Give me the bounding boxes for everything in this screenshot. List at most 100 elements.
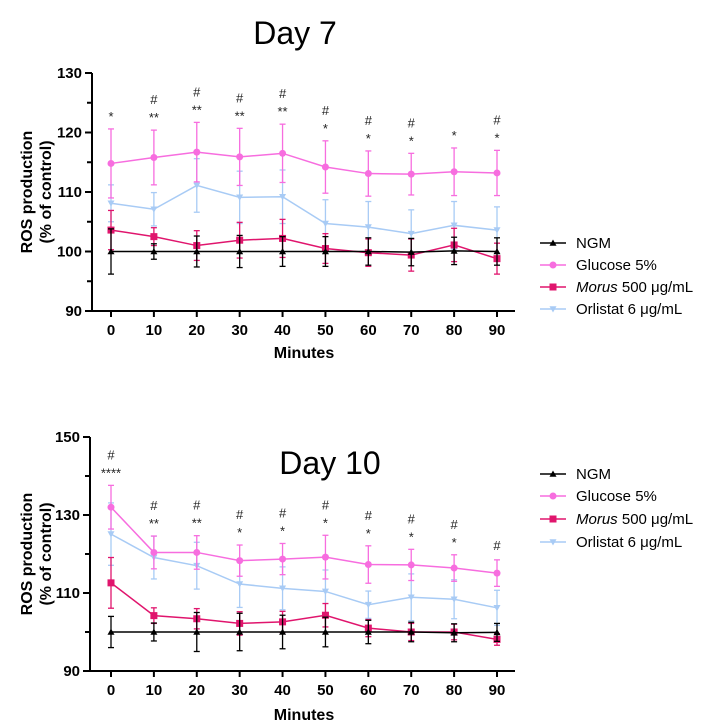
significance-hash: # bbox=[193, 498, 201, 513]
data-point-triangle-down bbox=[364, 601, 372, 609]
significance-stars: * bbox=[108, 109, 113, 124]
data-point-circle bbox=[107, 503, 115, 511]
y-tick-label: 100 bbox=[57, 244, 82, 261]
legend-marker-square bbox=[549, 283, 557, 291]
data-point-circle bbox=[193, 148, 201, 156]
series-line bbox=[110, 229, 498, 260]
significance-hash: # bbox=[365, 508, 373, 523]
x-axis-label: Minutes bbox=[274, 345, 335, 362]
y-tick-label: 130 bbox=[55, 507, 80, 524]
data-point-circle bbox=[493, 169, 501, 177]
y-tick-label: 90 bbox=[65, 303, 82, 320]
legend-item: Morus 500 μg/mL bbox=[540, 511, 693, 528]
data-point-triangle-down bbox=[493, 227, 501, 234]
data-point-circle bbox=[193, 548, 201, 556]
significance-stars: * bbox=[366, 526, 371, 541]
y-axis-label-line: (% of control) bbox=[38, 140, 55, 243]
data-point-triangle bbox=[107, 628, 115, 635]
data-point-triangle-down bbox=[279, 193, 287, 201]
data-point-triangle-down bbox=[364, 224, 372, 231]
data-point-triangle bbox=[407, 248, 415, 255]
series-ngm bbox=[107, 611, 501, 653]
data-point-triangle-down bbox=[236, 581, 244, 588]
data-point-triangle-down bbox=[236, 194, 244, 201]
legend-label-italic: Morus bbox=[576, 279, 618, 296]
significance-hash: # bbox=[450, 517, 458, 532]
legend-label-text: NGM bbox=[576, 466, 611, 483]
data-point-triangle bbox=[193, 628, 201, 635]
x-tick-label: 50 bbox=[317, 682, 334, 699]
data-point-square bbox=[150, 233, 158, 241]
legend-item: Morus 500 μg/mL bbox=[540, 279, 693, 296]
series-glucose bbox=[107, 121, 501, 199]
legend-label: Orlistat 6 μg/mL bbox=[576, 534, 682, 551]
legend-item: Glucose 5% bbox=[540, 257, 657, 274]
significance-hash: # bbox=[236, 507, 244, 522]
significance-hash: # bbox=[279, 86, 287, 101]
series-line bbox=[111, 250, 498, 253]
data-point-circle bbox=[107, 159, 115, 167]
y-tick-label: 120 bbox=[57, 125, 82, 142]
data-point-triangle bbox=[107, 248, 115, 255]
x-tick-label: 10 bbox=[146, 682, 163, 699]
significance-stars: * bbox=[323, 121, 328, 136]
data-point-circle bbox=[450, 168, 458, 176]
legend-marker-circle bbox=[549, 261, 557, 269]
data-point-circle bbox=[279, 555, 287, 563]
chart-title: Day 7 bbox=[253, 15, 337, 51]
x-tick-label: 90 bbox=[489, 322, 506, 339]
data-point-triangle bbox=[321, 628, 329, 635]
significance-stars: **** bbox=[101, 465, 121, 480]
x-tick-label: 80 bbox=[446, 682, 463, 699]
data-point-square bbox=[321, 611, 329, 619]
significance-stars: ** bbox=[149, 110, 159, 125]
y-tick-label: 130 bbox=[57, 65, 82, 82]
legend-item: NGM bbox=[540, 235, 611, 252]
y-axis-label: ROS production (% of control) bbox=[19, 493, 55, 616]
significance-stars: * bbox=[452, 535, 457, 550]
x-tick-label: 50 bbox=[317, 322, 334, 339]
legend-label: NGM bbox=[576, 235, 611, 252]
legend-label-text: Orlistat 6 μg/mL bbox=[576, 301, 682, 318]
series-glucose bbox=[107, 484, 501, 588]
data-point-circle bbox=[407, 561, 415, 569]
data-point-circle bbox=[236, 153, 244, 161]
data-point-triangle bbox=[364, 248, 372, 255]
y-axis-label-line: (% of control) bbox=[38, 502, 55, 605]
data-point-triangle bbox=[236, 628, 244, 635]
data-point-triangle-down bbox=[407, 230, 415, 238]
legend-marker-triangle bbox=[549, 239, 557, 246]
data-point-triangle-down bbox=[107, 531, 115, 538]
significance-hash: # bbox=[408, 511, 416, 526]
significance-hash: # bbox=[493, 112, 501, 127]
data-point-triangle-down bbox=[107, 200, 115, 207]
data-point-triangle bbox=[150, 628, 158, 635]
significance-stars: ** bbox=[235, 108, 245, 123]
data-point-triangle bbox=[364, 628, 372, 635]
data-point-triangle-down bbox=[321, 588, 329, 595]
legend-marker-triangle-down bbox=[549, 306, 557, 313]
data-point-triangle-down bbox=[150, 206, 158, 213]
x-tick-label: 60 bbox=[360, 682, 377, 699]
x-tick-label: 70 bbox=[403, 682, 420, 699]
legend-label-text: Orlistat 6 μg/mL bbox=[576, 534, 682, 551]
data-point-triangle-down bbox=[450, 222, 458, 229]
significance-stars: ** bbox=[192, 102, 202, 117]
significance-hash: # bbox=[322, 497, 330, 512]
data-point-circle bbox=[150, 548, 158, 556]
data-point-square bbox=[150, 612, 158, 620]
legend-label: Morus 500 μg/mL bbox=[576, 279, 693, 296]
legend-label-italic: Morus bbox=[576, 511, 618, 528]
legend-label: Glucose 5% bbox=[576, 488, 657, 505]
data-point-triangle bbox=[450, 247, 458, 254]
significance-stars: ** bbox=[277, 104, 287, 119]
legend-label-text: Glucose 5% bbox=[576, 488, 657, 505]
data-point-triangle-down bbox=[493, 605, 501, 612]
significance-hash: # bbox=[107, 447, 115, 462]
legend-label-text: 500 μg/mL bbox=[618, 511, 693, 528]
series-line bbox=[110, 533, 498, 609]
x-tick-label: 30 bbox=[231, 682, 248, 699]
legend-marker-triangle bbox=[549, 470, 557, 477]
significance-stars: * bbox=[409, 133, 414, 148]
